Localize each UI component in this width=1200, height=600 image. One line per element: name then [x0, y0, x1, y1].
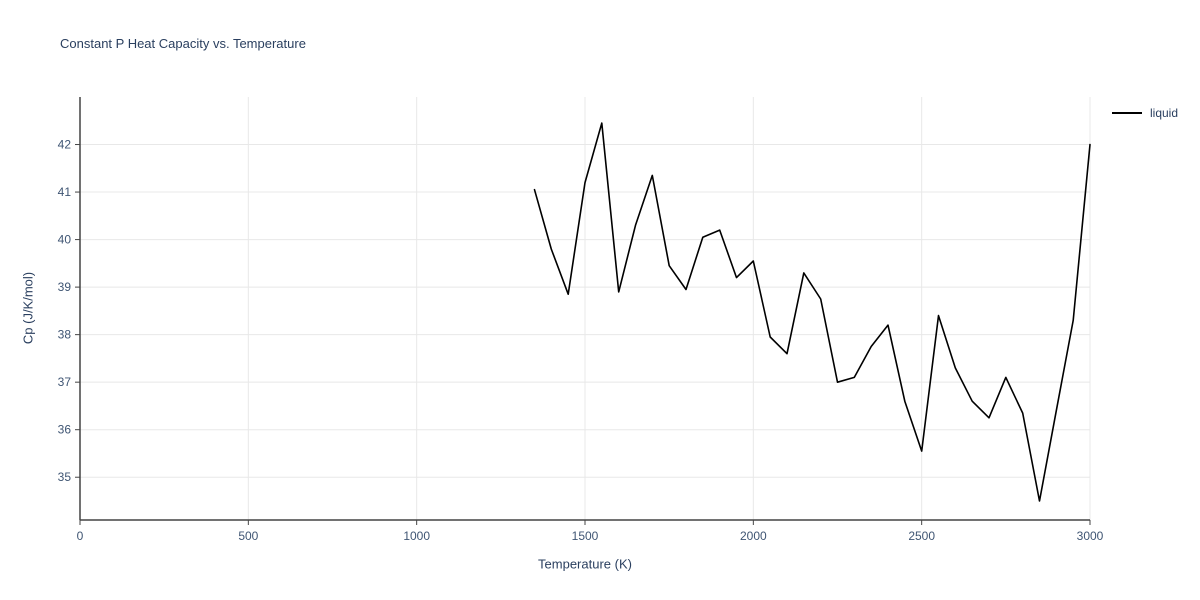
x-tick-label: 0	[77, 529, 84, 543]
y-tick-label: 36	[58, 423, 72, 437]
chart-title: Constant P Heat Capacity vs. Temperature	[60, 36, 306, 51]
x-tick-label: 2000	[740, 529, 767, 543]
x-tick-label: 1500	[572, 529, 599, 543]
y-tick-label: 38	[58, 328, 72, 342]
y-tick-label: 39	[58, 280, 72, 294]
x-tick-label: 1000	[403, 529, 430, 543]
y-axis-title: Cp (J/K/mol)	[20, 271, 36, 345]
series-line-liquid	[533, 122, 1091, 502]
y-tick-label: 42	[58, 138, 72, 152]
legend-item-liquid[interactable]: liquid	[1112, 106, 1178, 120]
legend-label: liquid	[1150, 106, 1179, 120]
y-tick-label: 35	[58, 470, 72, 484]
x-axis-title: Temperature (K)	[538, 556, 632, 572]
x-tick-label: 2500	[908, 529, 935, 543]
y-tick-label: 40	[58, 233, 72, 247]
x-tick-label: 3000	[1077, 529, 1104, 543]
x-tick-label: 500	[238, 529, 258, 543]
y-tick-label: 37	[58, 375, 72, 389]
y-tick-label: 41	[58, 185, 72, 199]
legend-line-swatch	[1112, 112, 1142, 114]
